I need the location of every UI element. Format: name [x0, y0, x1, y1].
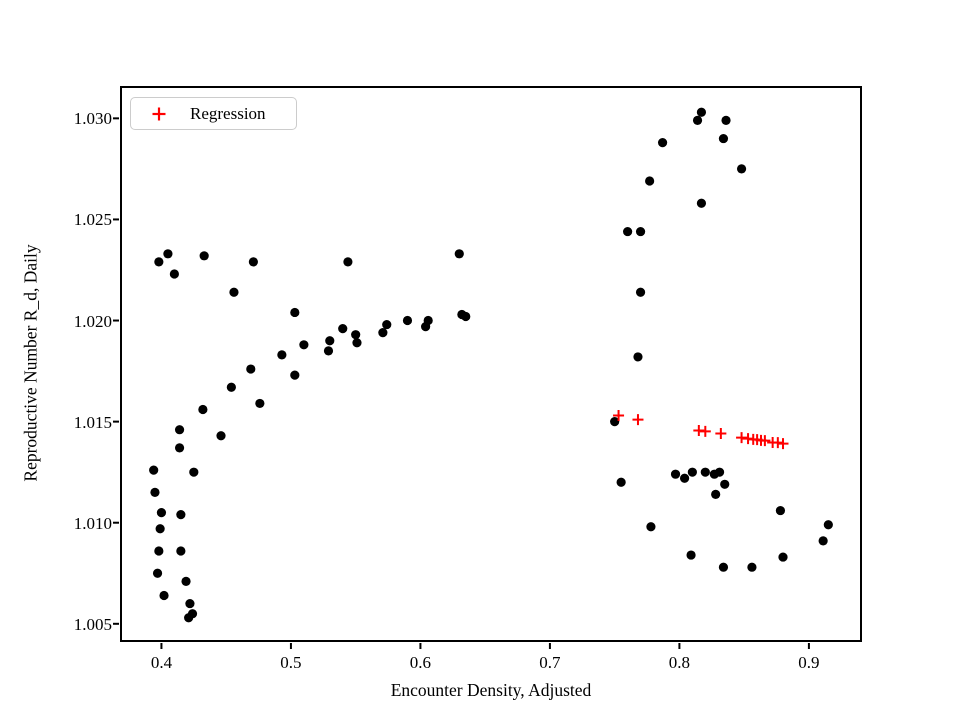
scatter-point — [378, 328, 388, 338]
scatter-point — [159, 590, 169, 601]
regression-marker — [632, 414, 644, 426]
scatter-point — [255, 398, 265, 409]
scatter-point — [189, 467, 199, 477]
x-tick-label: 0.8 — [668, 653, 691, 672]
scatter-point — [423, 315, 433, 326]
scatter-point — [633, 352, 643, 362]
scatter-point — [246, 364, 256, 374]
scatter-point — [645, 176, 655, 186]
scatter-point — [461, 311, 471, 322]
scatter-point — [718, 562, 729, 572]
scatter-point — [152, 568, 163, 578]
scatter-point — [718, 133, 729, 144]
regression-plus-icon — [152, 107, 166, 120]
scatter-point — [149, 465, 159, 475]
scatter-point — [352, 338, 362, 348]
x-tick-label: 0.5 — [280, 653, 302, 672]
scatter-point — [155, 524, 165, 534]
scatter-point — [720, 479, 730, 489]
scatter-point — [711, 489, 721, 500]
scatter-point — [290, 307, 300, 318]
scatter-point — [181, 576, 191, 586]
scatter-point — [700, 467, 710, 477]
regression-marker — [715, 428, 727, 440]
scatter-point — [402, 315, 413, 326]
regression-marker — [736, 432, 748, 444]
scatter-point — [692, 115, 703, 125]
scatter-point — [635, 287, 646, 297]
legend-entry-regression: Regression — [190, 103, 266, 123]
scatter-point — [454, 249, 464, 259]
x-tick-label: 0.6 — [409, 653, 432, 672]
regression-marker — [699, 425, 711, 437]
scatter-point — [721, 115, 731, 125]
scatter-point — [736, 164, 747, 174]
scatter-point — [199, 251, 209, 261]
scatter-point — [670, 469, 681, 479]
scatter-point — [226, 382, 236, 392]
scatter-point — [174, 425, 185, 435]
scatter-point — [616, 477, 626, 487]
scatter-point — [823, 520, 833, 530]
scatter-point — [277, 350, 287, 360]
scatter-point — [229, 287, 239, 297]
regression-marker — [777, 438, 789, 450]
scatter-point — [687, 467, 697, 477]
scatter-point — [610, 417, 620, 427]
regression-marker — [613, 410, 625, 422]
scatter-point — [818, 536, 828, 546]
scatter-point — [635, 226, 646, 237]
scatter-point — [174, 443, 185, 453]
scatter-point — [169, 269, 179, 279]
regression-marker — [772, 437, 784, 449]
scatter-point — [714, 467, 725, 477]
scatter-point — [185, 598, 195, 609]
x-tick-label: 0.4 — [150, 653, 173, 672]
scatter-point — [176, 510, 186, 520]
y-tick-label: 1.015 — [73, 412, 112, 432]
y-tick-label: 1.025 — [73, 210, 112, 230]
scatter-point — [154, 257, 164, 267]
scatter-point — [747, 562, 757, 572]
scatter-point — [686, 550, 696, 560]
y-tick-label: 1.030 — [73, 109, 112, 129]
scatter-point — [184, 613, 194, 623]
scatter-point — [646, 522, 656, 532]
scatter-point — [299, 340, 309, 350]
scatter-point — [156, 508, 167, 518]
y-tick-label: 1.005 — [73, 614, 112, 634]
scatter-point — [775, 505, 786, 516]
x-tick-label: 0.9 — [798, 653, 820, 672]
regression-marker — [759, 435, 771, 447]
y-tick-label: 1.010 — [73, 513, 112, 533]
scatter-point — [382, 319, 392, 330]
scatter-point — [325, 336, 335, 346]
scatter-point — [154, 546, 164, 556]
scatter-point — [150, 487, 160, 497]
scatter-point — [679, 473, 690, 483]
x-axis-label: Encounter Density, Adjusted — [390, 680, 592, 700]
scatter-point — [248, 257, 258, 267]
scatter-point — [338, 324, 348, 334]
legend-box: Regression — [130, 97, 297, 130]
scatter-point — [176, 546, 186, 556]
scatter-point — [351, 330, 361, 340]
scatter-point — [778, 552, 788, 562]
scatter-point — [696, 107, 707, 117]
x-tick-label: 0.7 — [539, 653, 561, 672]
scatter-point — [198, 404, 208, 415]
scatter-point — [657, 138, 668, 148]
scatter-point — [696, 198, 707, 208]
y-tick-label: 1.020 — [73, 311, 112, 331]
scatter-point — [290, 370, 300, 380]
scatter-point — [623, 226, 633, 237]
scatter-point — [216, 431, 226, 441]
scatter-point — [343, 257, 353, 267]
scatter-point — [163, 249, 173, 259]
scatter-point — [323, 346, 334, 356]
y-axis-label: Reproductive Number R_d, Daily — [20, 244, 41, 482]
plot-frame — [120, 86, 862, 642]
